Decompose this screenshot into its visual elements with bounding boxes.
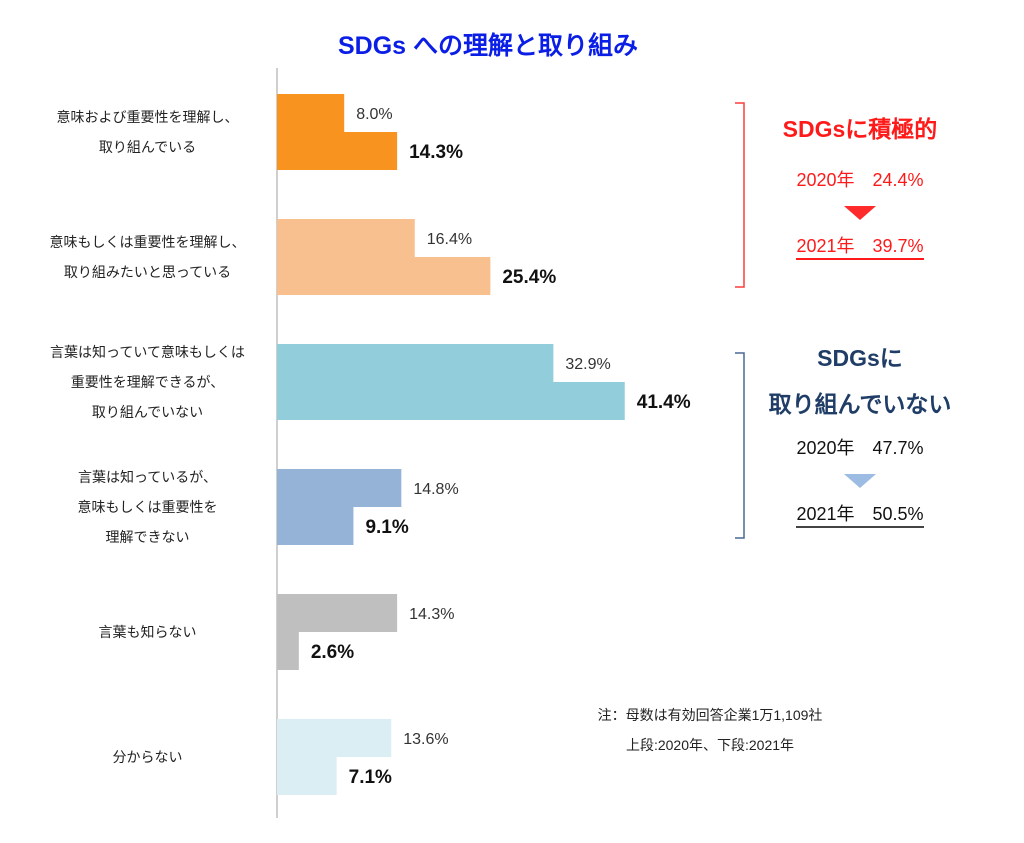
bar-2021年-0: [277, 132, 398, 170]
negative-bracket: [735, 352, 745, 539]
note-line-1: 注：母数は有効回答企業1万1,109社: [597, 707, 823, 723]
category-label: 言葉は知っているが、 意味もしくは重要性を 理解できない: [20, 462, 275, 552]
category-label-line: 意味もしくは重要性を理解し、: [49, 234, 246, 250]
data-label: 16.4%: [427, 231, 472, 248]
category-label-line: 意味もしくは重要性を: [77, 499, 218, 515]
bar-2021年-1: [277, 257, 491, 295]
data-label: 2.6%: [311, 642, 354, 663]
category-label: 意味および重要性を理解し、 取り組んでいる: [20, 102, 275, 162]
bar-2020年-3: [277, 469, 402, 507]
bar-2020年-4: [277, 594, 398, 632]
category-label-line: 分からない: [112, 749, 183, 765]
positive-2021: 2021年 39.7%: [796, 232, 924, 260]
category-label-line: 意味および重要性を理解し、: [56, 109, 239, 125]
chart-title: SDGs への理解と取り組み: [337, 32, 639, 60]
data-label: 13.6%: [403, 731, 448, 748]
negative-title-2: 取り組んでいない: [768, 391, 952, 417]
positive-2020: 2020年 24.4%: [796, 170, 924, 190]
category-label-line: 取り組んでいる: [98, 139, 197, 155]
category-label-line: 言葉は知っていて意味もしくは: [50, 344, 245, 360]
note-line-2: 上段:2020年、下段:2021年: [625, 737, 795, 753]
category-label-line: 重要性を理解できるが、: [70, 374, 225, 390]
category-label: 分からない: [20, 742, 275, 772]
bar-2020年-1: [277, 219, 415, 257]
data-label: 14.3%: [409, 606, 454, 623]
bar-2021年-5: [277, 757, 337, 795]
negative-2021: 2021年 50.5%: [796, 500, 924, 528]
category-label: 言葉も知らない: [20, 617, 275, 647]
data-label: 41.4%: [637, 392, 691, 413]
bar-2020年-2: [277, 344, 554, 382]
category-label-line: 取り組んでいない: [91, 404, 204, 420]
data-label: 14.3%: [409, 142, 463, 163]
negative-arrow-icon: [844, 474, 876, 488]
bar-2021年-2: [277, 382, 625, 420]
positive-title: SDGsに積極的: [782, 116, 938, 142]
bar-2020年-5: [277, 719, 392, 757]
data-label: 32.9%: [565, 356, 610, 373]
positive-arrow-icon: [844, 206, 876, 220]
data-label: 9.1%: [365, 517, 408, 538]
note: 注：母数は有効回答企業1万1,109社 上段:2020年、下段:2021年: [560, 700, 860, 760]
negative-2020: 2020年 47.7%: [796, 438, 924, 458]
bar-2021年-3: [277, 507, 354, 545]
category-label-line: 言葉も知らない: [98, 624, 197, 640]
data-label: 25.4%: [502, 267, 556, 288]
category-label: 言葉は知っていて意味もしくは 重要性を理解できるが、 取り組んでいない: [20, 337, 275, 427]
negative-annotation: SDGsに 取り組んでいない 2020年 47.7% 2021年 50.5%: [745, 338, 975, 528]
negative-title-1: SDGsに: [817, 345, 903, 371]
bar-2020年-0: [277, 94, 345, 132]
category-label-line: 言葉は知っているが、: [77, 469, 218, 485]
data-label: 14.8%: [413, 481, 458, 498]
category-label-line: 取り組みたいと思っている: [63, 264, 232, 280]
positive-bracket: [735, 102, 745, 288]
data-label: 7.1%: [349, 767, 392, 788]
bar-2021年-4: [277, 632, 299, 670]
category-label: 意味もしくは重要性を理解し、 取り組みたいと思っている: [20, 227, 275, 287]
category-label-line: 理解できない: [105, 529, 190, 545]
positive-annotation: SDGsに積極的 2020年 24.4% 2021年 39.7%: [745, 110, 975, 260]
data-label: 8.0%: [356, 106, 392, 123]
